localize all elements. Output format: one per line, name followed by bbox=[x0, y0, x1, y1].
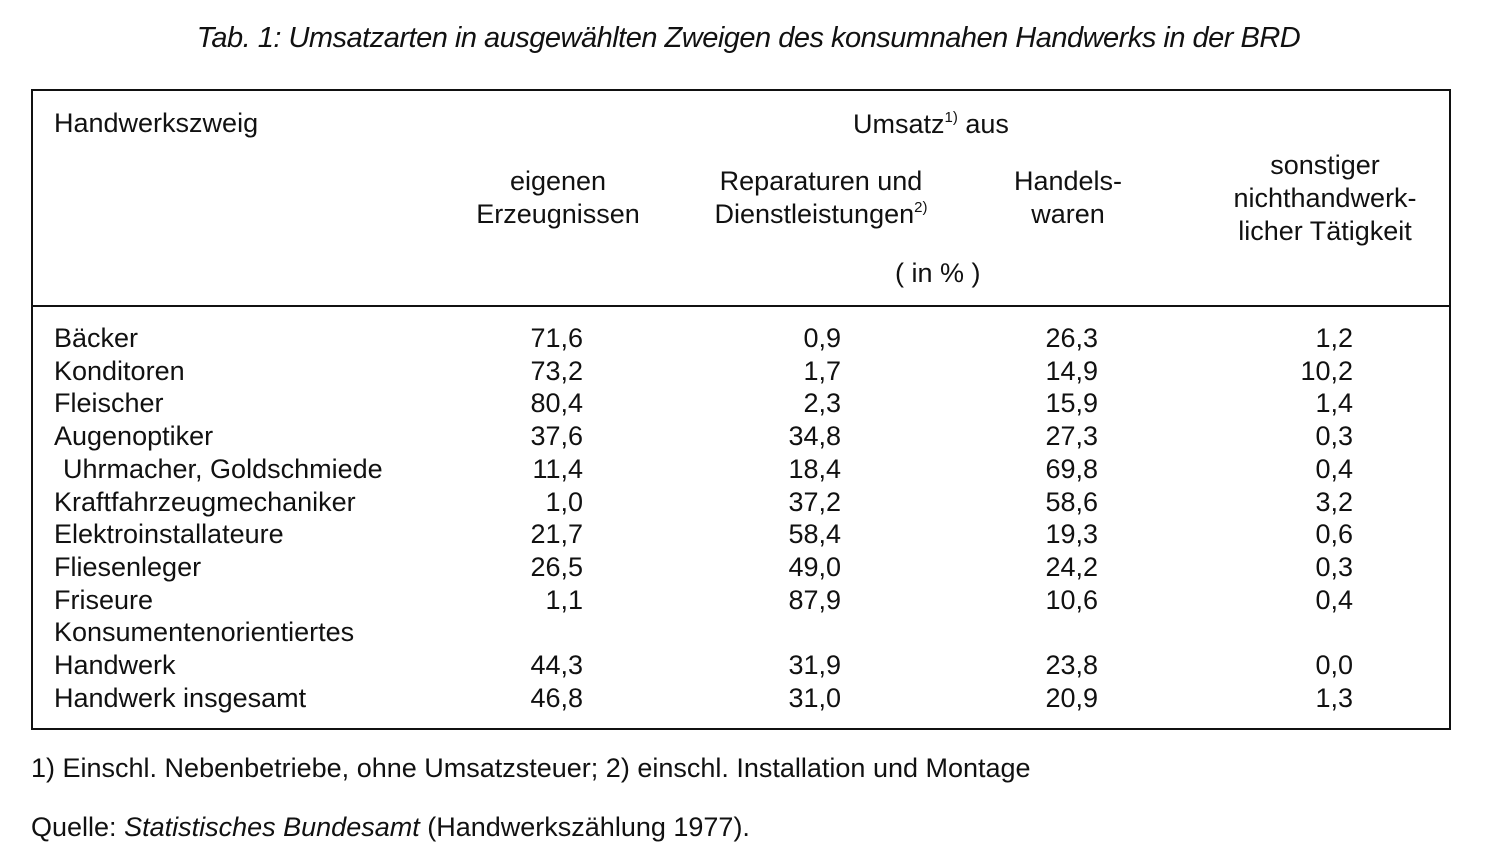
row-value-2: 31,9 bbox=[788, 650, 841, 680]
table-row: Konditoren 73,2 1,7 14,9 10,2 bbox=[33, 355, 1449, 388]
table-row: Kraftfahrzeugmechaniker 1,0 37,2 58,6 3,2 bbox=[33, 486, 1449, 519]
row-value-1: 1,1 bbox=[545, 584, 583, 615]
header-col-own-products: eigenen Erzeugnissen bbox=[476, 166, 640, 229]
row-value-2: 2,3 bbox=[803, 388, 841, 419]
table-row: Handwerk 44,3 31,9 23,8 0,0 bbox=[33, 649, 1449, 682]
row-value-2: 18,4 bbox=[788, 453, 841, 484]
row-value-3: 15,9 bbox=[1045, 388, 1098, 419]
row-value-1: 37,6 bbox=[530, 421, 583, 452]
row-value-1: 44,3 bbox=[530, 650, 583, 680]
table-row: Bäcker 71,6 0,9 26,3 1,2 bbox=[33, 322, 1449, 355]
table-row: Fliesenleger 26,5 49,0 24,2 0,3 bbox=[33, 551, 1449, 584]
header-divider bbox=[33, 305, 1449, 307]
row-branch-name: Fliesenleger bbox=[54, 551, 202, 582]
row-branch-name: Fleischer bbox=[54, 388, 164, 419]
row-value-2: 1,7 bbox=[803, 355, 841, 386]
row-value-1: 1,0 bbox=[545, 486, 583, 517]
row-value-1: 80,4 bbox=[530, 388, 583, 419]
row-value-4: 1,4 bbox=[1315, 388, 1353, 419]
row-value-4: 0,6 bbox=[1315, 519, 1353, 550]
header-col-trade-goods: Handels- waren bbox=[1013, 166, 1123, 229]
row-branch-name: Elektroinstallateure bbox=[54, 519, 284, 550]
row-value-3: 10,6 bbox=[1045, 584, 1098, 615]
row-value-4: 3,2 bbox=[1315, 486, 1353, 517]
row-value-2: 31,0 bbox=[788, 682, 841, 713]
row-value-1: 26,5 bbox=[530, 551, 583, 582]
row-branch-name: Uhrmacher, Goldschmiede bbox=[63, 453, 383, 484]
row-value-2: 37,2 bbox=[788, 486, 841, 517]
header-col-other: sonstiger nichthandwerk- licher Tätigkei… bbox=[1233, 150, 1417, 246]
header-group: Umsatz1) aus bbox=[853, 109, 1009, 139]
row-value-4: 1,2 bbox=[1315, 323, 1353, 353]
row-value-4: 0,0 bbox=[1315, 650, 1353, 680]
header-unit: ( in % ) bbox=[895, 258, 981, 288]
row-branch-name: Friseure bbox=[54, 584, 154, 615]
row-value-4: 0,3 bbox=[1315, 551, 1353, 582]
header-col-repairs: Reparaturen und Dienstleistungen2) bbox=[714, 166, 928, 229]
row-value-4: 0,4 bbox=[1315, 453, 1353, 484]
table-row: Konsumentenorientiertes bbox=[33, 616, 1449, 649]
row-branch-name: Handwerk insgesamt bbox=[54, 682, 307, 713]
row-value-3: 23,8 bbox=[1045, 650, 1098, 680]
row-value-3: 27,3 bbox=[1045, 421, 1098, 452]
row-value-2: 49,0 bbox=[788, 551, 841, 582]
row-value-4: 10,2 bbox=[1300, 355, 1353, 386]
header-branch: Handwerkszweig bbox=[54, 108, 259, 138]
row-branch-name: Konditoren bbox=[54, 355, 185, 386]
row-value-3: 14,9 bbox=[1045, 355, 1098, 386]
row-value-1: 71,6 bbox=[530, 323, 583, 353]
row-value-4: 0,3 bbox=[1315, 421, 1353, 452]
row-value-4: 0,4 bbox=[1315, 584, 1353, 615]
row-value-1: 73,2 bbox=[530, 355, 583, 386]
row-value-2: 34,8 bbox=[788, 421, 841, 452]
row-value-2: 87,9 bbox=[788, 584, 841, 615]
row-branch-name: Bäcker bbox=[54, 323, 139, 353]
row-value-2: 0,9 bbox=[803, 323, 841, 353]
row-value-3: 26,3 bbox=[1045, 323, 1098, 353]
table-title: Tab. 1: Umsatzarten in ausgewählten Zwei… bbox=[196, 22, 1301, 54]
row-value-2: 58,4 bbox=[788, 519, 841, 550]
row-value-3: 19,3 bbox=[1045, 519, 1098, 550]
table-row: Fleischer 80,4 2,3 15,9 1,4 bbox=[33, 387, 1449, 420]
row-value-3: 20,9 bbox=[1045, 682, 1098, 713]
row-value-1: 21,7 bbox=[530, 519, 583, 550]
row-value-1: 46,8 bbox=[530, 682, 583, 713]
row-value-3: 24,2 bbox=[1045, 551, 1098, 582]
table-row: Augenoptiker 37,6 34,8 27,3 0,3 bbox=[33, 420, 1449, 453]
table-row: Handwerk insgesamt 46,8 31,0 20,9 1,3 bbox=[33, 682, 1449, 715]
row-value-3: 69,8 bbox=[1045, 453, 1098, 484]
row-branch-name: Konsumentenorientiertes bbox=[54, 617, 355, 648]
row-branch-name: Handwerk bbox=[54, 650, 176, 680]
table-row: Friseure 1,1 87,9 10,6 0,4 bbox=[33, 584, 1449, 617]
row-value-3: 58,6 bbox=[1045, 486, 1098, 517]
footnote: 1) Einschl. Nebenbetriebe, ohne Umsatzst… bbox=[31, 753, 1031, 783]
row-value-4: 1,3 bbox=[1315, 682, 1353, 713]
row-branch-name: Kraftfahrzeugmechaniker bbox=[54, 486, 356, 517]
source-note: Quelle: Statistisches Bundesamt (Handwer… bbox=[31, 812, 750, 842]
row-branch-name: Augenoptiker bbox=[54, 421, 214, 452]
row-value-1: 11,4 bbox=[532, 453, 583, 484]
table-row: Uhrmacher, Goldschmiede 11,4 18,4 69,8 0,4 bbox=[33, 453, 1449, 486]
table-row: Elektroinstallateure 21,7 58,4 19,3 0,6 bbox=[33, 518, 1449, 551]
data-table: Handwerkszweig Umsatz1) aus eigenen Erze… bbox=[31, 89, 1451, 730]
